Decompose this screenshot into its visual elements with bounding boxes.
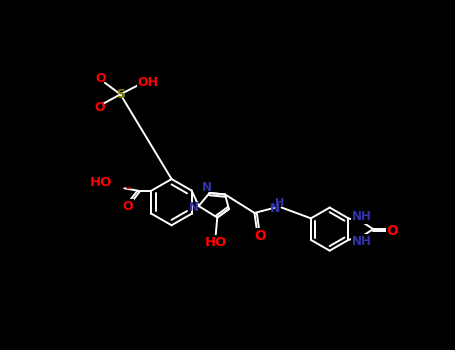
Text: N: N	[202, 181, 212, 194]
Text: HO: HO	[90, 176, 112, 189]
Text: HO: HO	[205, 236, 227, 249]
Text: S: S	[116, 88, 125, 101]
Text: N: N	[189, 201, 199, 214]
Text: O: O	[96, 72, 106, 85]
Text: H: H	[275, 198, 285, 208]
Text: NH: NH	[352, 210, 372, 223]
Text: O: O	[122, 200, 133, 213]
Text: N: N	[270, 202, 281, 215]
Text: O: O	[254, 229, 266, 243]
Text: -: -	[126, 182, 131, 195]
Text: NH: NH	[352, 235, 372, 248]
Text: O: O	[387, 224, 399, 238]
Text: O: O	[94, 101, 105, 114]
Text: OH: OH	[138, 76, 159, 89]
